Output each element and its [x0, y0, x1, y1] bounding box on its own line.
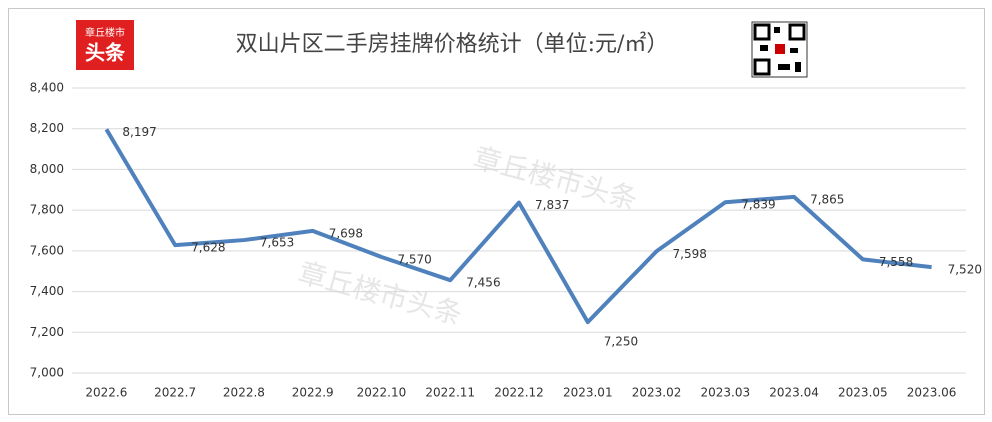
- x-tick-label: 2022.10: [357, 386, 407, 400]
- y-tick-label: 7,800: [30, 203, 64, 217]
- line: [104, 128, 932, 325]
- data-label: 7,653: [260, 236, 294, 250]
- x-tick-label: 2022.12: [494, 386, 544, 400]
- data-label: 7,865: [810, 192, 844, 206]
- x-tick-label: 2023.03: [700, 386, 750, 400]
- data-label: 7,520: [948, 263, 982, 277]
- logo-top: 章丘楼市: [85, 26, 125, 39]
- data-label: 7,456: [466, 276, 500, 290]
- data-label: 8,197: [122, 125, 156, 139]
- data-label: 7,250: [604, 335, 638, 349]
- y-tick-label: 8,000: [30, 162, 64, 176]
- qr-dot: [778, 64, 790, 70]
- x-tick-label: 2022.8: [223, 386, 265, 400]
- logo: 章丘楼市 头条: [76, 20, 134, 70]
- qr-center: [775, 44, 785, 54]
- qr-code: [751, 21, 808, 78]
- qr-dot: [795, 62, 801, 72]
- logo-bottom: 头条: [85, 41, 126, 65]
- x-tick-label: 2023.05: [838, 386, 888, 400]
- qr-dot: [760, 45, 768, 51]
- y-tick-label: 7,000: [30, 366, 64, 380]
- y-tick-label: 7,400: [30, 284, 64, 298]
- qr-dot: [790, 48, 798, 53]
- data-label: 7,839: [741, 198, 775, 212]
- data-label: 7,628: [191, 241, 225, 255]
- x-tick-label: 2023.01: [563, 386, 613, 400]
- data-label: 7,698: [329, 226, 363, 240]
- qr-dot: [774, 27, 780, 33]
- qr-finder: [753, 58, 771, 76]
- logo-box: [76, 20, 134, 70]
- qr-finder: [788, 23, 806, 41]
- x-tick-label: 2023.06: [907, 386, 957, 400]
- x-tick-label: 2023.04: [769, 386, 819, 400]
- chart-title: 双山片区二手房挂牌价格统计（单位:元/㎡）: [236, 31, 669, 57]
- y-tick-label: 7,600: [30, 243, 64, 257]
- data-label: 7,558: [879, 255, 913, 269]
- data-label: 7,570: [397, 252, 431, 266]
- y-tick-label: 8,200: [30, 121, 64, 135]
- y-tick-label: 7,200: [30, 325, 64, 339]
- x-tick-label: 2022.7: [154, 386, 196, 400]
- x-tick-label: 2022.6: [85, 386, 127, 400]
- data-label: 7,837: [535, 198, 569, 212]
- chart-frame: [8, 8, 985, 415]
- qr-finder: [753, 23, 771, 41]
- x-tick-label: 2023.02: [632, 386, 682, 400]
- x-tick-label: 2022.9: [292, 386, 334, 400]
- x-tick-label: 2022.11: [425, 386, 475, 400]
- data-label: 7,598: [673, 247, 707, 261]
- y-tick-label: 8,400: [30, 81, 64, 95]
